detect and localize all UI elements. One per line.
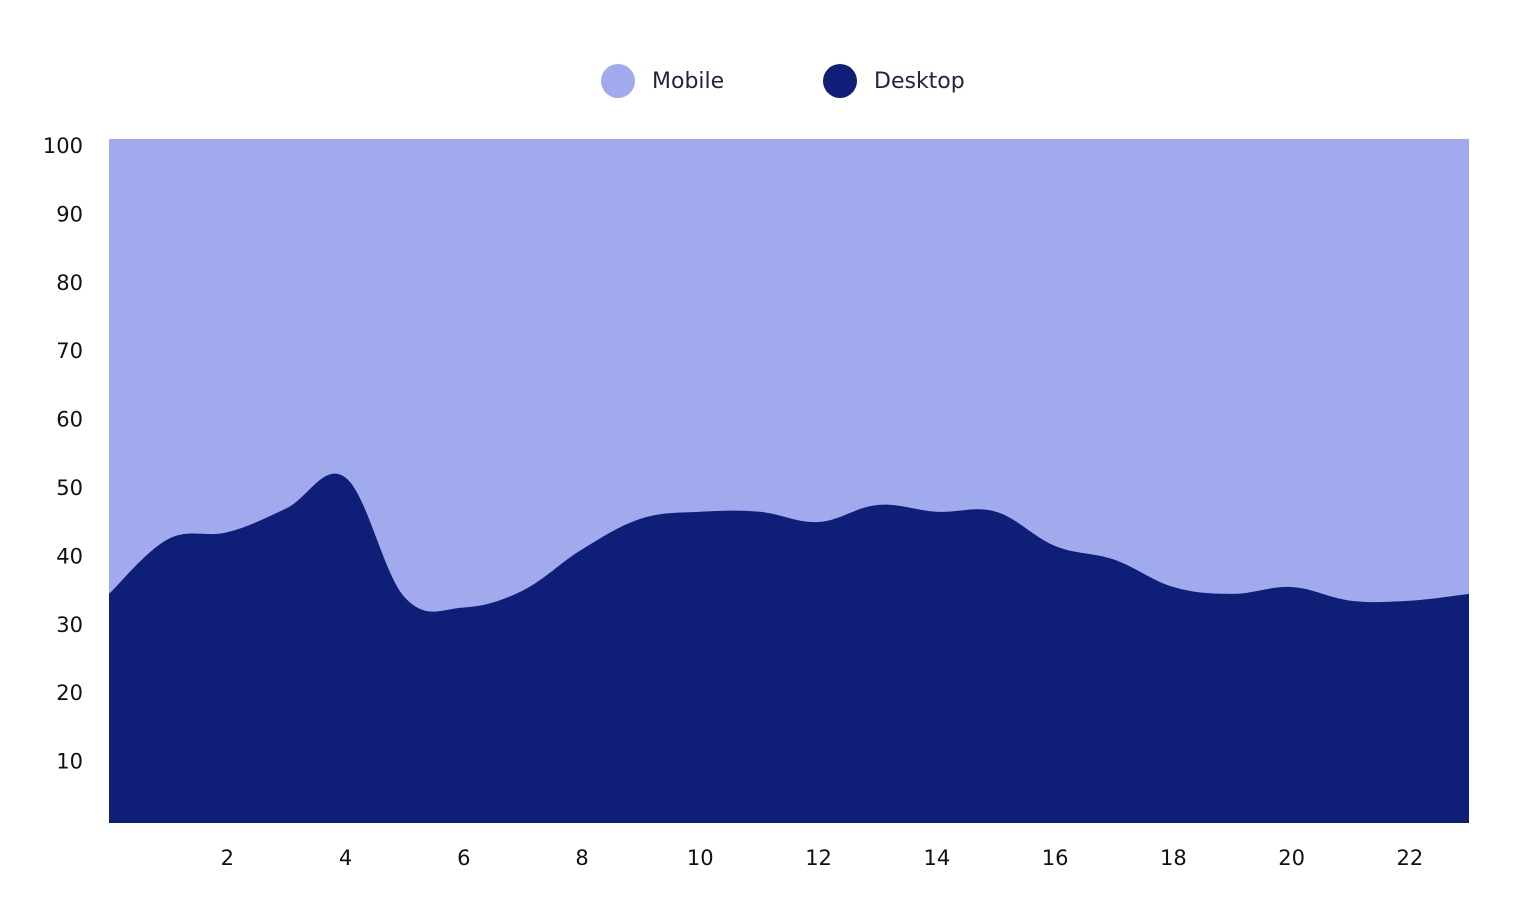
x-tick-label: 6 [457, 846, 470, 870]
y-tick-label: 50 [56, 476, 83, 500]
x-tick-label: 10 [687, 846, 714, 870]
y-tick-label: 30 [56, 613, 83, 637]
x-tick-label: 8 [575, 846, 588, 870]
y-tick-label: 20 [56, 681, 83, 705]
x-axis: 2 4 6 8 10 12 14 16 18 20 22 [221, 846, 1424, 870]
y-tick-label: 70 [56, 339, 83, 363]
legend-item-mobile[interactable]: Mobile [601, 62, 724, 100]
legend-item-desktop[interactable]: Desktop [823, 62, 965, 100]
y-tick-label: 40 [56, 544, 83, 568]
y-tick-label: 60 [56, 408, 83, 432]
x-tick-label: 22 [1397, 846, 1424, 870]
y-tick-label: 80 [56, 271, 83, 295]
y-tick-label: 100 [43, 134, 83, 158]
x-tick-label: 2 [221, 846, 234, 870]
x-tick-label: 18 [1160, 846, 1187, 870]
legend-swatch-mobile [601, 64, 635, 98]
series-area-desktop[interactable] [109, 473, 1469, 823]
plot-area [109, 139, 1469, 823]
legend: Mobile Desktop [0, 62, 1528, 100]
y-tick-label: 10 [56, 750, 83, 774]
y-axis: 10 20 30 40 50 60 70 80 90 100 [43, 134, 83, 774]
x-tick-label: 12 [805, 846, 832, 870]
x-tick-label: 20 [1278, 846, 1305, 870]
legend-label-desktop: Desktop [874, 68, 965, 94]
legend-label-mobile: Mobile [652, 68, 725, 94]
legend-swatch-desktop [823, 64, 857, 98]
x-tick-label: 16 [1042, 846, 1069, 870]
y-tick-label: 90 [56, 202, 83, 226]
x-tick-label: 4 [339, 846, 352, 870]
x-tick-label: 14 [923, 846, 950, 870]
